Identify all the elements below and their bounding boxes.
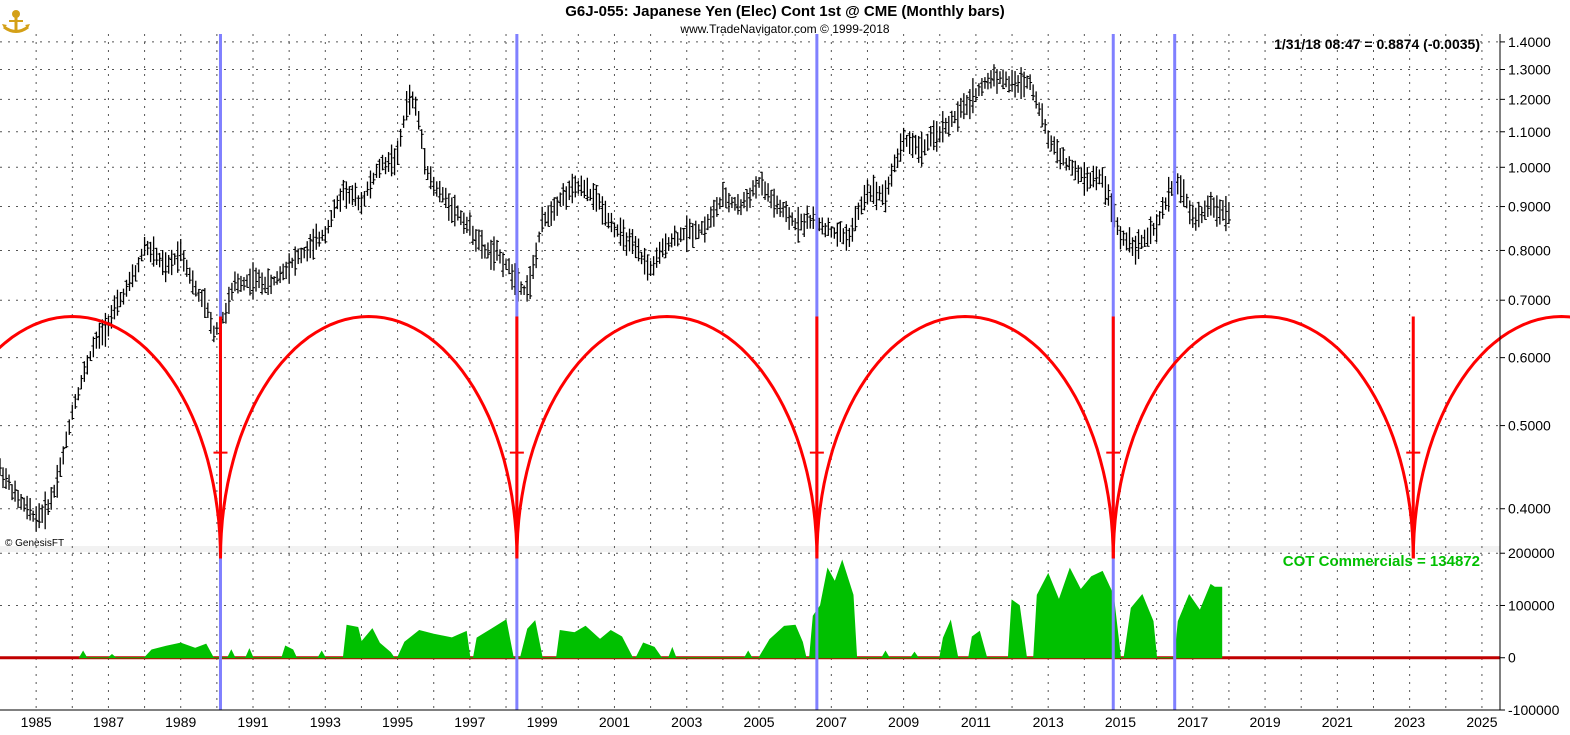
x-tick-label: 1991 <box>237 714 268 730</box>
x-tick-label: 1989 <box>165 714 196 730</box>
price-tick-label: 0.7000 <box>1508 292 1551 308</box>
price-tick-label: 0.4000 <box>1508 501 1551 517</box>
cycle-arc <box>0 314 222 559</box>
price-series <box>0 64 1231 532</box>
cot-tick-label: 200000 <box>1508 545 1555 561</box>
x-tick-label: 1997 <box>454 714 485 730</box>
price-tick-label: 1.3000 <box>1508 62 1551 78</box>
chart-subtitle: www.TradeNavigator.com © 1999-2018 <box>679 22 889 36</box>
cot-tick-label: -100000 <box>1508 702 1560 718</box>
panel-separator <box>0 546 1500 552</box>
x-tick-label: 2019 <box>1249 714 1280 730</box>
x-tick-label: 1987 <box>93 714 124 730</box>
cycle-arc <box>1411 314 1570 559</box>
x-tick-label: 2007 <box>816 714 847 730</box>
price-tick-label: 1.0000 <box>1508 159 1551 175</box>
cycle-arc <box>515 314 819 559</box>
cycle-arc <box>219 314 519 559</box>
cycle-arc <box>815 314 1115 559</box>
x-tick-label: 1985 <box>21 714 52 730</box>
indicator-label: COT Commercials = 134872 <box>1283 553 1480 570</box>
cot-tick-label: 0 <box>1508 650 1516 666</box>
last-quote: 1/31/18 08:47 = 0.8874 (-0.0035) <box>1274 36 1480 52</box>
x-tick-label: 2025 <box>1466 714 1497 730</box>
price-tick-label: 0.6000 <box>1508 350 1551 366</box>
price-tick-label: 1.1000 <box>1508 124 1551 140</box>
x-tick-label: 2017 <box>1177 714 1208 730</box>
x-tick-label: 1999 <box>527 714 558 730</box>
x-tick-label: 2009 <box>888 714 919 730</box>
chart-title: G6J-055: Japanese Yen (Elec) Cont 1st @ … <box>565 3 1004 20</box>
genesis-credit: © GenesisFT <box>5 538 64 549</box>
cot-area-series <box>78 559 1223 659</box>
price-tick-label: 0.9000 <box>1508 199 1551 215</box>
x-tick-label: 2003 <box>671 714 702 730</box>
x-tick-label: 2005 <box>743 714 774 730</box>
axes: 1985 1987 1989 1991 1993 1995 1997 1999 2001 2003… <box>0 34 1560 730</box>
x-tick-label: 2011 <box>961 714 991 730</box>
price-tick-label: 0.5000 <box>1508 418 1551 434</box>
price-tick-label: 0.8000 <box>1508 242 1551 258</box>
cot-tick-label: 100000 <box>1508 597 1555 613</box>
x-tick-label: 2013 <box>1033 714 1064 730</box>
x-tick-label: 2015 <box>1105 714 1136 730</box>
cycle-lines <box>218 34 1177 710</box>
anchor-icon <box>2 10 30 33</box>
grid <box>0 34 1500 711</box>
price-tick-label: 1.2000 <box>1508 91 1551 107</box>
x-tick-label: 1995 <box>382 714 413 730</box>
x-tick-label: 2001 <box>599 714 630 730</box>
cycle-arc <box>1111 314 1415 559</box>
x-tick-label: 2021 <box>1322 714 1353 730</box>
cycle-arcs <box>0 314 1570 559</box>
x-tick-label: 2023 <box>1394 714 1425 730</box>
price-tick-label: 1.4000 <box>1508 34 1551 50</box>
cot-area <box>78 559 1223 659</box>
x-tick-label: 1993 <box>310 714 341 730</box>
